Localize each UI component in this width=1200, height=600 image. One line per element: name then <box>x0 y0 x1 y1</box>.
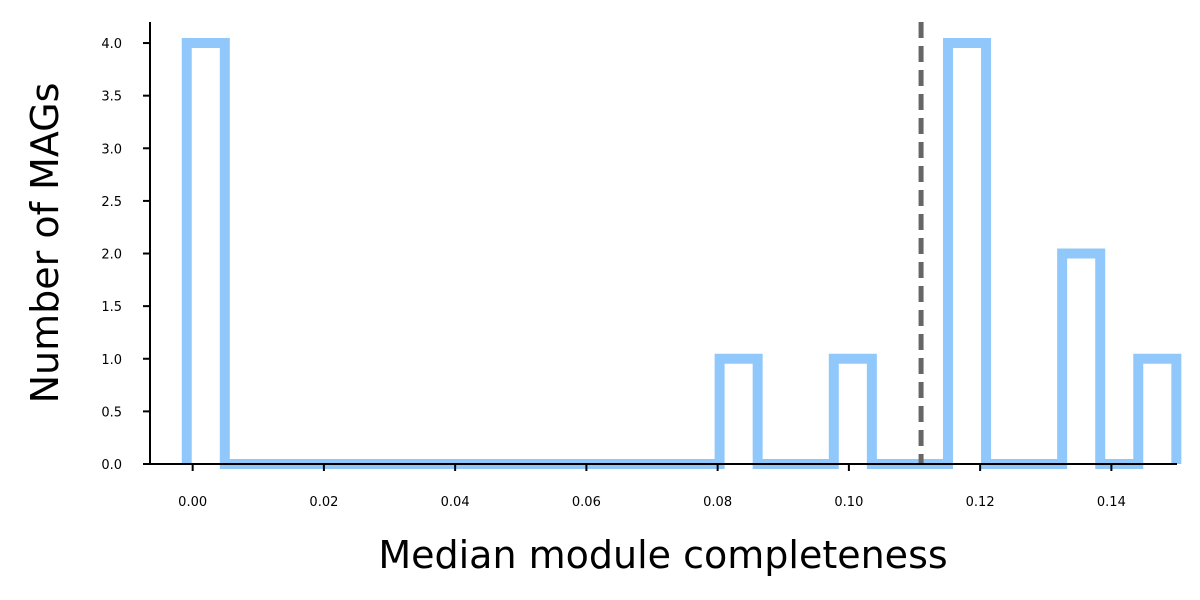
x-tick-label: 0.00 <box>178 495 207 510</box>
y-ticks: 0.0 0.5 1.0 1.5 2.0 2.5 3.0 3.5 4.0 <box>101 37 150 473</box>
x-tick-label: 0.10 <box>834 495 863 510</box>
x-ticks: 0.00 0.02 0.04 0.06 0.08 0.10 0.12 0.14 <box>178 464 1126 510</box>
y-tick-label: 1.0 <box>101 353 122 368</box>
histogram-outline <box>181 38 1182 469</box>
plot-area <box>181 22 1182 469</box>
x-tick-label: 0.08 <box>703 495 732 510</box>
y-tick-label: 3.5 <box>101 90 122 105</box>
x-tick-label: 0.14 <box>1097 495 1126 510</box>
y-tick-label: 2.0 <box>101 248 122 263</box>
x-tick-label: 0.06 <box>572 495 601 510</box>
y-tick-label: 1.5 <box>101 300 122 315</box>
y-tick-label: 0.0 <box>101 458 122 473</box>
y-axis-label: Number of MAGs <box>23 83 67 404</box>
axes: 0.00 0.02 0.04 0.06 0.08 0.10 0.12 0.14 0.0 0.5 1… <box>101 22 1177 510</box>
x-tick-label: 0.04 <box>441 495 470 510</box>
y-tick-label: 4.0 <box>101 37 122 52</box>
x-tick-label: 0.02 <box>309 495 338 510</box>
x-axis-label: Median module completeness <box>378 533 947 577</box>
y-tick-label: 0.5 <box>101 405 122 420</box>
y-tick-label: 3.0 <box>101 142 122 157</box>
y-tick-label: 2.5 <box>101 195 122 210</box>
x-tick-label: 0.12 <box>966 495 995 510</box>
